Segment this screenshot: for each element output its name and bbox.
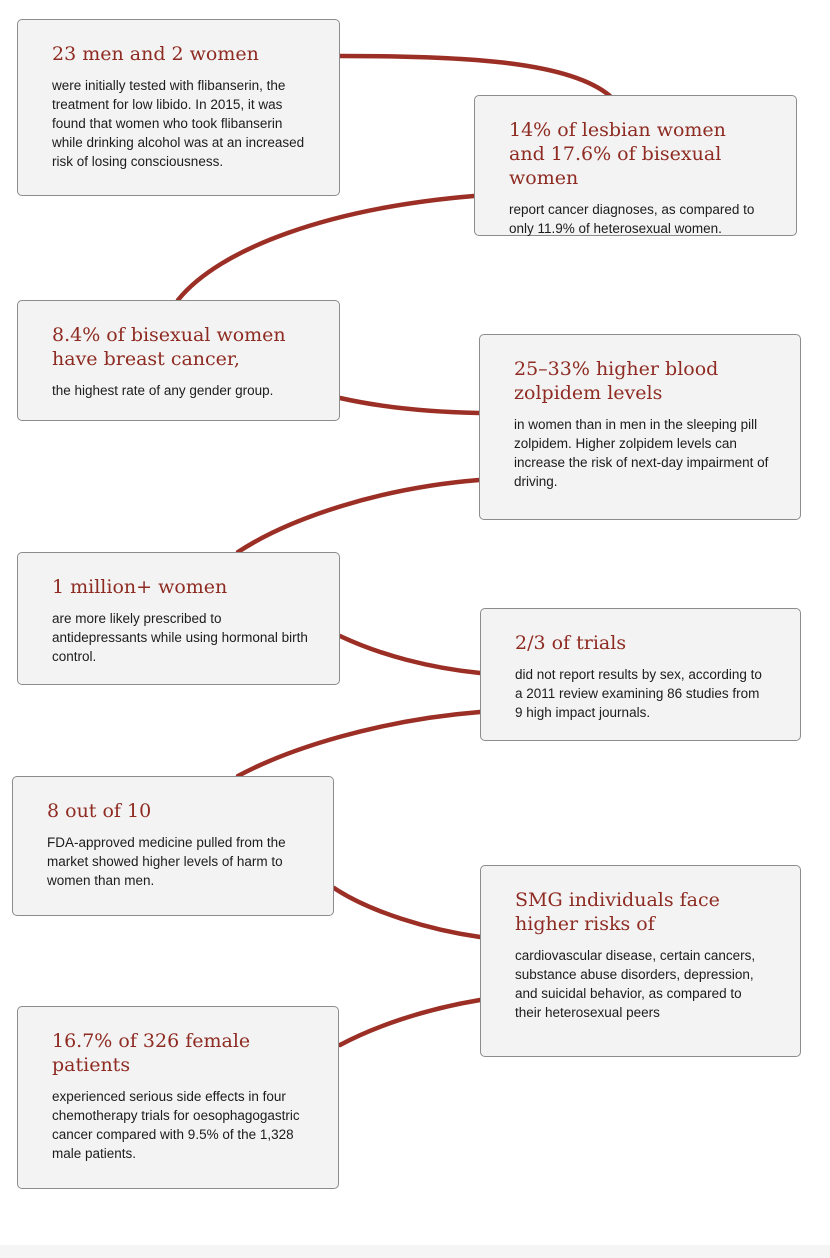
stat-card-breast-cancer: 8.4% of bisexual women have breast cance… [17, 300, 340, 421]
stat-description: report cancer diagnoses, as compared to … [509, 202, 755, 236]
stat-description: did not report results by sex, according… [515, 667, 762, 720]
stat-card-trials: 2/3 of trials did not report results by … [480, 608, 801, 741]
connector-8-9 [337, 997, 483, 1048]
stat-description: FDA-approved medicine pulled from the ma… [47, 835, 286, 888]
stat-card-antidepressants: 1 million+ women are more likely prescri… [17, 552, 340, 685]
connector-7-8 [331, 885, 483, 940]
connector-2-3 [175, 193, 477, 303]
stat-heading: 8 out of 10 [47, 800, 152, 822]
stat-heading: 8.4% of bisexual women have breast cance… [52, 324, 286, 370]
page-footer-strip [0, 1245, 830, 1258]
stat-card-fda-medicine: 8 out of 10 FDA-approved medicine pulled… [12, 776, 334, 916]
stat-heading: 16.7% of 326 female patients [52, 1030, 251, 1076]
stat-card-smg-risks: SMG individuals face higher risks of car… [480, 865, 801, 1057]
stat-description: are more likely prescribed to antidepres… [52, 611, 308, 664]
connector-5-6 [337, 633, 483, 676]
stat-heading: 23 men and 2 women [52, 43, 259, 65]
stat-heading: SMG individuals face higher risks of [515, 889, 720, 935]
stat-heading: 25–33% higher blood zolpidem levels [514, 358, 719, 404]
connector-3-4 [337, 395, 482, 416]
stat-card-cancer-diagnoses: 14% of lesbian women and 17.6% of bisexu… [474, 95, 797, 236]
stat-description: in women than in men in the sleeping pil… [514, 417, 769, 489]
stat-card-flibanserin: 23 men and 2 women were initially tested… [17, 19, 340, 196]
connector-6-7 [235, 709, 483, 779]
stat-heading: 2/3 of trials [515, 632, 627, 654]
stat-heading: 1 million+ women [52, 576, 228, 598]
stat-card-zolpidem: 25–33% higher blood zolpidem levels in w… [479, 334, 801, 520]
stat-card-chemotherapy: 16.7% of 326 female patients experienced… [17, 1006, 339, 1189]
stat-description: experienced serious side effects in four… [52, 1089, 300, 1161]
stat-description: cardiovascular disease, certain cancers,… [515, 948, 756, 1020]
stat-description: were initially tested with flibanserin, … [52, 78, 305, 169]
connector-group [175, 53, 613, 1048]
stat-description: the highest rate of any gender group. [52, 383, 274, 398]
connector-1-2 [337, 53, 613, 99]
stat-heading: 14% of lesbian women and 17.6% of bisexu… [509, 119, 726, 189]
connector-4-5 [235, 477, 482, 555]
